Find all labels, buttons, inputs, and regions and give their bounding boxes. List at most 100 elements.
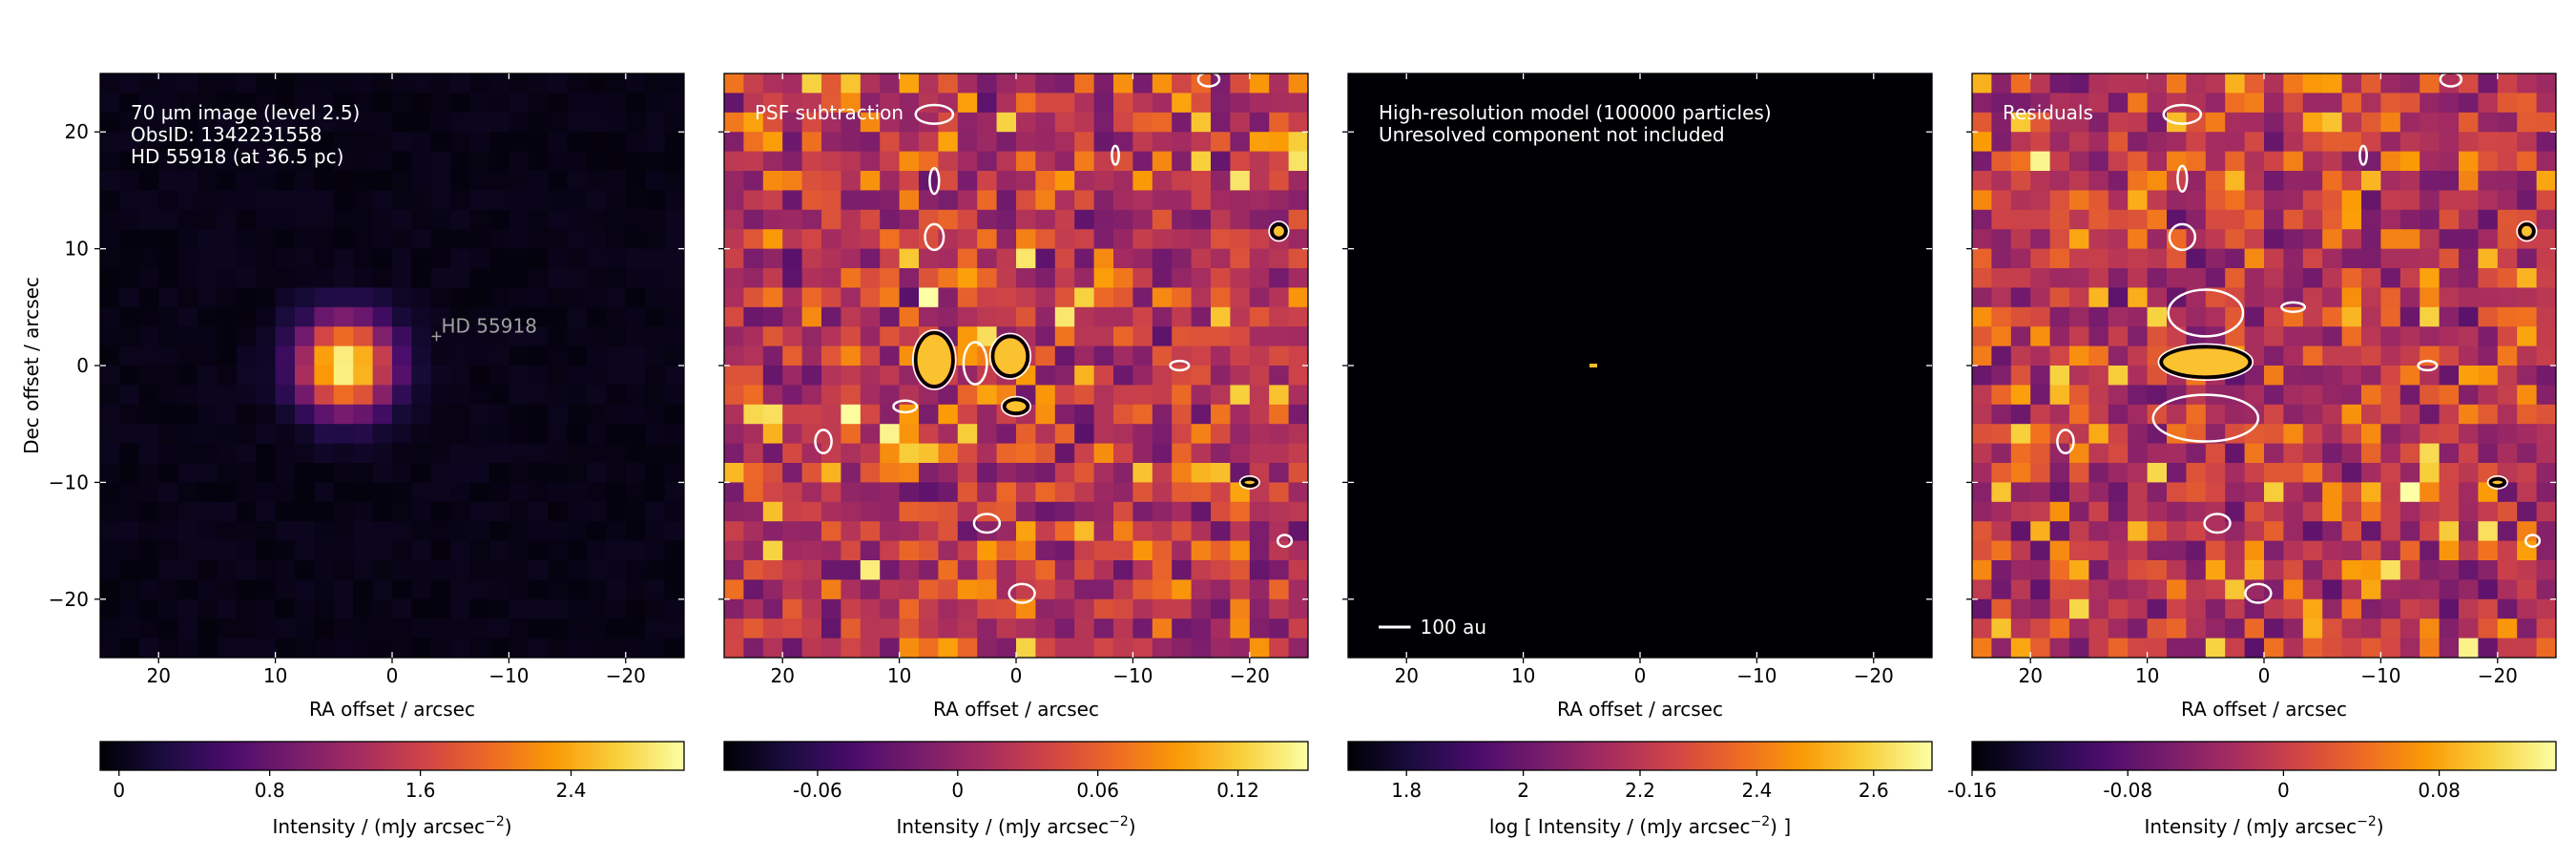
contour-line (972, 513, 1002, 534)
contour-fill (1244, 480, 1256, 485)
x-tick-label: 0 (386, 664, 399, 687)
contour-line (2358, 144, 2368, 166)
colorbar: 0 0.8 1.6 2.4 Intensity / (mJy arcsec−2) (99, 741, 685, 838)
x-tick-label: 20 (770, 664, 794, 687)
panel-3: 20 10 0 −10 −20 RA offset / arcsec High-resolu… (1342, 73, 1933, 838)
model-source (1589, 364, 1598, 367)
colorbar-label: Intensity / (mJy arcsec−2) (2144, 814, 2383, 838)
x-tick-label: 10 (2135, 664, 2159, 687)
contours (814, 73, 1294, 604)
contour-line (2417, 359, 2439, 372)
contour-line (962, 341, 988, 386)
axis-ticks: 20 10 0 −10 −20 (718, 73, 1308, 687)
colorbar-tick-label: 0.12 (1216, 779, 1259, 802)
x-tick-label: 10 (263, 664, 287, 687)
contour-line (1003, 397, 1029, 415)
panel-4: 20 10 0 −10 −20 RA offset / arcsec Residuals -0… (1947, 73, 2557, 838)
contour-line (892, 399, 919, 414)
x-tick-label: −10 (2360, 664, 2400, 687)
colorbar-tick-label: 1.8 (1391, 779, 1422, 802)
contour-line (2280, 301, 2307, 313)
x-tick-label: −10 (488, 664, 529, 687)
contour-line (1240, 476, 1258, 488)
colorbar: -0.16 -0.08 0 0.08 Intensity / (mJy arcsec−2… (1947, 741, 2557, 838)
contour-line (1001, 395, 1031, 417)
contour-fill (1274, 225, 1284, 237)
contour-line (2486, 474, 2508, 490)
contour-line (2167, 288, 2245, 338)
contour-line (2516, 220, 2538, 242)
image-pixels (100, 73, 684, 658)
x-tick-label: 0 (1010, 664, 1023, 687)
colorbar-tick-label: 0.8 (255, 779, 285, 802)
contour-line (2157, 343, 2254, 381)
contour-line (2151, 393, 2260, 443)
contour-fill (994, 338, 1027, 375)
x-tick-label: −20 (1230, 664, 1270, 687)
contour-line (924, 222, 945, 252)
colorbar-tick-label: 2.4 (556, 779, 587, 802)
colorbar-tick-label: -0.16 (1947, 779, 1997, 802)
contour-line (2439, 73, 2463, 88)
contours (2056, 73, 2542, 604)
colorbar: 1.8 2 2.2 2.4 2.6 log [ Intensity / (mJy arcs… (1347, 741, 1933, 838)
colorbar-gradient (99, 741, 685, 771)
contour-line (1268, 220, 1290, 242)
x-tick-label: 10 (1511, 664, 1535, 687)
x-tick-label: −20 (1854, 664, 1894, 687)
y-tick-label: 20 (65, 120, 89, 143)
colorbar-tick-label: 0 (951, 779, 964, 802)
x-axis-label: RA offset / arcsec (309, 698, 475, 721)
annotation-line: PSF subtraction (755, 101, 904, 124)
contour-line (2244, 582, 2273, 604)
colorbar-tick-label: 0 (113, 779, 125, 802)
colorbar-tick-label: -0.08 (2103, 779, 2152, 802)
colorbar: -0.06 0 0.06 0.12 Intensity / (mJy arcsec−2) (723, 741, 1309, 838)
colorbar-gradient (1971, 741, 2557, 771)
x-tick-label: −20 (2478, 664, 2518, 687)
contour-line (1196, 73, 1221, 88)
y-tick-label: 0 (76, 354, 89, 377)
contour-line (988, 332, 1031, 380)
x-tick-label: −20 (606, 664, 646, 687)
colorbar-gradient (723, 741, 1309, 771)
y-tick-label: −20 (49, 588, 89, 611)
y-tick-label: 10 (65, 238, 89, 261)
colorbar-tick-label: 2.6 (1859, 779, 1889, 802)
x-tick-label: 20 (2018, 664, 2042, 687)
contour-fill (2492, 480, 2503, 485)
contour-line (814, 429, 833, 455)
scale-bar-label: 100 au (1421, 616, 1486, 639)
colorbar-tick-label: 0.08 (2418, 779, 2461, 802)
contour-line (928, 166, 941, 196)
annotation-line: High-resolution model (100000 particles) (1379, 101, 1772, 124)
contour-line (2176, 164, 2189, 193)
contour-fill (1006, 401, 1027, 412)
contour-line (913, 330, 955, 388)
colorbar-tick-label: 2 (1517, 779, 1529, 802)
contour-line (1111, 144, 1120, 166)
panel-annotation: 70 µm image (level 2.5)ObsID: 1342231558… (131, 101, 360, 168)
annotation-line: ObsID: 1342231558 (131, 123, 322, 146)
colorbar-tick-label: -0.06 (793, 779, 842, 802)
contour-line (2524, 534, 2542, 548)
x-tick-label: 20 (1394, 664, 1418, 687)
colorbar-tick-label: 2.4 (1741, 779, 1772, 802)
contour-fill (2163, 348, 2249, 376)
contour-line (1169, 359, 1191, 372)
colorbar-tick-label: 2.2 (1625, 779, 1655, 802)
x-axis-label: RA offset / arcsec (1557, 698, 1723, 721)
image-pixels (1348, 73, 1932, 658)
axis-ticks: 20 10 0 −10 −20 (1342, 73, 1932, 687)
contour-line (2203, 513, 2232, 534)
colorbar-tick-label: 0 (2277, 779, 2290, 802)
axis-ticks: 20 10 0 −10 −20 20 10 0 −10 −20 (49, 73, 684, 687)
contour-fill (917, 334, 951, 386)
contour-line (1238, 474, 1260, 490)
colorbar-tick-label: 0.06 (1076, 779, 1119, 802)
contour-line (2488, 476, 2506, 488)
x-axis-label: RA offset / arcsec (2181, 698, 2347, 721)
colorbar-gradient (1347, 741, 1933, 771)
x-tick-label: 20 (146, 664, 170, 687)
